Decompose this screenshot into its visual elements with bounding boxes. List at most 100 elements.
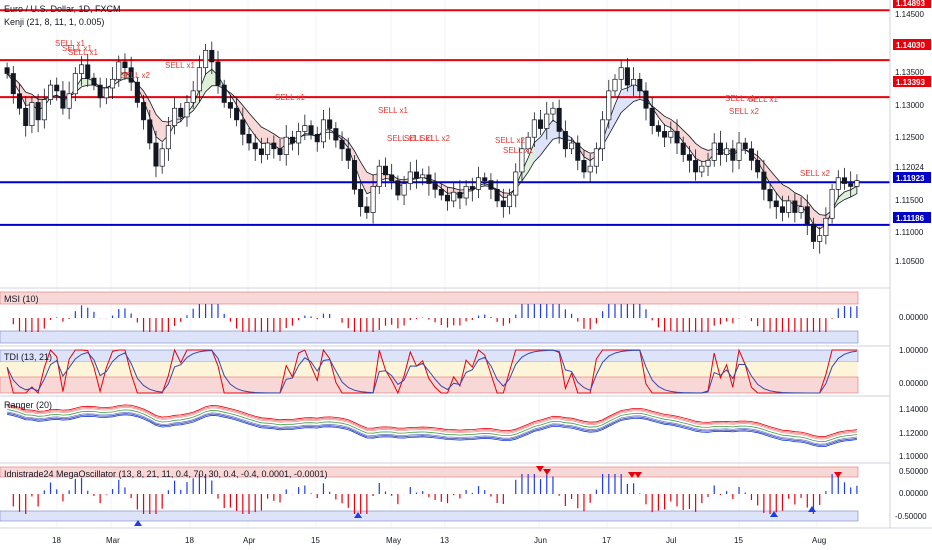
price-tick: 1.11000 xyxy=(895,228,924,237)
time-tick: Apr xyxy=(243,536,256,545)
time-axis[interactable]: 18 Mar 18 Apr 15 May 13 Jun 17 Jul 15 Au… xyxy=(52,536,826,545)
time-tick: 13 xyxy=(440,536,449,545)
candle-body xyxy=(196,67,202,92)
ranger-title: Ranger (20) xyxy=(4,400,52,410)
candle-body xyxy=(413,171,420,179)
cloud-segment xyxy=(701,147,709,162)
cloud-segment xyxy=(242,105,250,128)
mega-histogram xyxy=(12,466,858,526)
candle-body xyxy=(507,194,513,208)
tdi-lower-band xyxy=(0,376,859,394)
candle-body xyxy=(184,102,190,118)
price-tag-top-red xyxy=(893,0,931,8)
candle-body xyxy=(761,171,767,190)
sell-signal-label: SELL x2 xyxy=(800,169,830,178)
candle-body xyxy=(575,142,581,161)
tdi-tick: 0.00000 xyxy=(899,379,928,388)
sell-arrow-icon xyxy=(834,472,842,478)
candle-body xyxy=(66,93,72,109)
price-axis[interactable]: 1.14500 1.13500 1.13000 1.12500 1.12024 … xyxy=(893,0,931,266)
candle-body xyxy=(668,131,674,138)
candle-body xyxy=(649,107,655,126)
cloud-segment xyxy=(763,162,771,184)
candle-body xyxy=(85,64,91,79)
indicator-title: Kenji (21, 8, 11, 1, 0.005) xyxy=(4,17,104,27)
ranger-tick: 1.10000 xyxy=(899,452,928,461)
candle-body xyxy=(438,188,444,196)
candles[interactable] xyxy=(4,41,860,254)
candle-body xyxy=(562,131,568,150)
candle-body xyxy=(122,61,128,69)
candle-body xyxy=(296,131,302,144)
horizontal-levels[interactable] xyxy=(0,9,890,226)
candle-body xyxy=(141,102,147,121)
candle-body xyxy=(91,77,97,86)
ranger-band-line xyxy=(7,409,857,443)
candle-body xyxy=(203,49,209,69)
sell-signal-label: SELL x2 xyxy=(420,134,450,143)
mega-oscillator-pane[interactable]: Idnistrade24 MegaOscillator (13, 8, 21, … xyxy=(0,466,928,526)
ranger-pane[interactable]: Ranger (20) 1.14000 1.12000 1.10000 xyxy=(4,400,928,461)
price-tick: 1.13000 xyxy=(895,101,924,110)
cloud-segment xyxy=(236,98,243,117)
cloud-segment xyxy=(658,111,665,126)
cloud-segment xyxy=(627,84,634,108)
candle-body xyxy=(742,142,748,150)
cloud-segment xyxy=(534,136,541,162)
candle-body xyxy=(110,78,116,89)
cloud-segment xyxy=(199,74,206,103)
candle-body xyxy=(587,165,593,173)
candle-body xyxy=(755,160,761,173)
buy-arrow-icon xyxy=(770,511,778,517)
candle-body xyxy=(178,107,184,118)
price-tag-label: 1.11186 xyxy=(896,214,925,223)
candle-body xyxy=(724,148,730,155)
time-tick: Aug xyxy=(812,536,826,545)
price-tag-label: 1.14893 xyxy=(896,0,925,8)
sell-signal-label: SELL x1 xyxy=(165,61,195,70)
candle-body xyxy=(333,128,339,141)
candle-body xyxy=(172,107,178,126)
sell-signal-label: SELL x1 xyxy=(404,134,434,143)
candle-body xyxy=(717,142,723,155)
candle-body xyxy=(798,206,804,213)
time-tick: 15 xyxy=(311,536,320,545)
price-tag-upper-blue xyxy=(893,172,931,183)
candle-body xyxy=(376,165,382,187)
sell-arrow-icon xyxy=(634,472,642,478)
sell-signal-label: SELL x1 xyxy=(275,93,305,102)
tdi-signal-line xyxy=(6,349,857,394)
candle-body xyxy=(519,148,525,173)
candle-body xyxy=(637,78,643,92)
msi-pane[interactable]: MSI (10) 0.00000 xyxy=(0,291,928,344)
mega-lower-band xyxy=(0,510,859,522)
candle-body xyxy=(531,119,537,138)
cloud-segment xyxy=(81,78,88,87)
candle-body xyxy=(643,90,649,109)
candle-body xyxy=(544,113,550,129)
candle-body xyxy=(457,191,463,199)
sell-arrow-icon xyxy=(536,466,544,472)
cloud-segment xyxy=(19,83,26,106)
sell-signal-label: SELL x1 xyxy=(387,134,417,143)
cloud-segment xyxy=(540,127,547,156)
candle-body xyxy=(513,171,519,196)
price-tick: 1.10500 xyxy=(895,257,924,266)
cloud-segment xyxy=(261,127,268,144)
candle-body xyxy=(817,235,823,242)
candle-body xyxy=(624,67,630,86)
sell-signal-label: SELL x1 xyxy=(725,94,755,103)
candle-body xyxy=(351,160,357,190)
candle-body xyxy=(693,160,699,173)
tdi-pane[interactable]: TDI (13, 21) 1.00000 0.00000 xyxy=(0,346,928,395)
candle-body xyxy=(35,102,41,121)
candle-body xyxy=(488,180,494,190)
candle-body xyxy=(823,217,829,237)
candle-body xyxy=(525,136,531,150)
sell-signal-label: SELL x1 xyxy=(55,39,85,48)
ranger-band-line xyxy=(7,412,857,446)
price-tag-label: 1.11923 xyxy=(896,174,925,183)
